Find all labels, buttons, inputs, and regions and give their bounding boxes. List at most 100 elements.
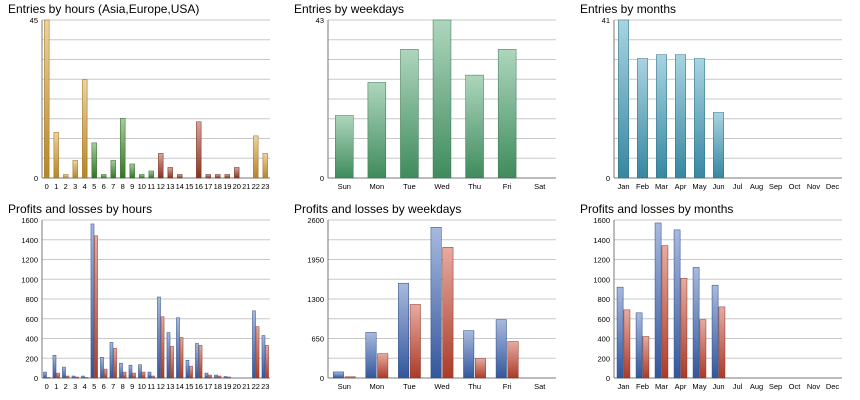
profit-bar bbox=[398, 282, 410, 379]
x-tick-label: Oct bbox=[789, 182, 802, 191]
profit-bar bbox=[711, 284, 719, 379]
loss-bar bbox=[132, 372, 136, 379]
chart-plot: 0 41 Jan Feb Mar Apr May Jun Jul Aug Sep Oct Nov Dec bbox=[602, 16, 842, 191]
x-tick-label: 16 bbox=[195, 382, 203, 391]
y-tick-label: 0 bbox=[34, 174, 38, 183]
x-tick-label: Thu bbox=[468, 182, 481, 191]
x-tick-label: 7 bbox=[111, 382, 115, 391]
entries-bar bbox=[101, 174, 107, 179]
chart-plot: 0 200 400 600 800 1000 1200 1400 1600 Jan Feb Mar Ap… bbox=[593, 216, 842, 391]
x-tick-label: 22 bbox=[252, 382, 260, 391]
y-tick-label: 0 bbox=[320, 174, 324, 183]
x-tick-label: Oct bbox=[789, 382, 802, 391]
x-tick-label: 17 bbox=[204, 182, 212, 191]
x-tick-label: 8 bbox=[121, 182, 125, 191]
y-tick-label: 1400 bbox=[21, 236, 38, 245]
x-tick-label: Wed bbox=[434, 182, 449, 191]
chart-title: Profits and losses by months bbox=[580, 202, 734, 216]
x-tick-label: 2 bbox=[64, 182, 68, 191]
loss-bar bbox=[198, 345, 203, 379]
entries-bar bbox=[432, 19, 452, 179]
x-tick-label: 17 bbox=[204, 382, 212, 391]
x-tick-label: May bbox=[692, 182, 706, 191]
chart-plot: 0 650 1300 1950 2600 Sun Mon Tue Wed Thu Fri Sat bbox=[307, 216, 556, 391]
loss-bar bbox=[255, 326, 260, 379]
x-tick-label: Nov bbox=[807, 182, 821, 191]
x-tick-label: 23 bbox=[261, 382, 269, 391]
x-tick-label: Feb bbox=[636, 182, 649, 191]
entries-bar bbox=[167, 167, 173, 179]
chart-title: Profits and losses by weekdays bbox=[294, 202, 462, 216]
x-tick-label: Sun bbox=[338, 382, 351, 391]
loss-bar bbox=[189, 365, 193, 379]
x-tick-label: Sat bbox=[534, 182, 546, 191]
x-tick-label: 9 bbox=[130, 182, 134, 191]
loss-bar bbox=[474, 358, 486, 379]
loss-bar bbox=[141, 371, 146, 379]
y-tick-label: 1600 bbox=[21, 216, 38, 225]
profit-bar bbox=[185, 359, 190, 379]
entries-bar bbox=[335, 115, 354, 179]
x-tick-label: Jan bbox=[617, 182, 629, 191]
profit-bar bbox=[109, 342, 114, 379]
x-tick-label: 9 bbox=[130, 382, 134, 391]
loss-bar bbox=[179, 337, 184, 379]
loss-bar bbox=[661, 245, 669, 379]
profit-bar bbox=[223, 376, 228, 379]
x-tick-label: 16 bbox=[195, 182, 203, 191]
entries-bar bbox=[253, 135, 259, 179]
profit-bar bbox=[332, 371, 344, 379]
y-tick-label: 1400 bbox=[593, 236, 610, 245]
loss-bar bbox=[113, 348, 117, 379]
x-tick-label: May bbox=[692, 382, 706, 391]
profit-bar bbox=[495, 319, 507, 379]
loss-bar bbox=[344, 376, 356, 379]
loss-bar bbox=[122, 371, 127, 379]
x-tick-label: Jun bbox=[712, 382, 724, 391]
x-tick-label: 21 bbox=[242, 182, 250, 191]
profit-bar bbox=[100, 357, 104, 379]
y-tick-label: 41 bbox=[602, 16, 610, 25]
chart-plot: 0 43 Sun Mon Tue Wed Thu Fri Sat bbox=[316, 16, 556, 191]
x-tick-label: Sat bbox=[534, 382, 546, 391]
profit-bar bbox=[119, 362, 123, 379]
entries-bar bbox=[224, 174, 230, 179]
x-tick-label: 15 bbox=[185, 382, 193, 391]
entries-bar bbox=[129, 163, 135, 179]
profit-bar bbox=[616, 286, 624, 379]
entries-by-months-chart: 0 41 Jan Feb Mar Apr May Jun Jul Aug Sep Oct Nov Dec … bbox=[580, 0, 850, 200]
chart-title: Profits and losses by hours bbox=[8, 202, 153, 216]
entries-bar bbox=[205, 174, 211, 179]
x-tick-label: 14 bbox=[176, 382, 184, 391]
loss-bar bbox=[680, 278, 688, 379]
x-tick-label: Dec bbox=[826, 382, 840, 391]
profit-bar bbox=[52, 355, 57, 379]
x-tick-label: 3 bbox=[73, 182, 77, 191]
entries-bar bbox=[713, 112, 724, 179]
profit-bar bbox=[252, 310, 256, 379]
y-tick-label: 2600 bbox=[307, 216, 324, 225]
y-tick-label: 600 bbox=[597, 315, 610, 324]
loss-bar bbox=[65, 375, 70, 379]
x-tick-label: Apr bbox=[675, 182, 687, 191]
x-tick-label: 6 bbox=[102, 382, 106, 391]
loss-bar bbox=[227, 376, 231, 379]
x-tick-label: 10 bbox=[138, 182, 146, 191]
x-tick-label: Mar bbox=[655, 182, 668, 191]
entries-bar bbox=[694, 58, 705, 179]
x-tick-label: 20 bbox=[233, 182, 241, 191]
x-tick-label: 7 bbox=[111, 182, 115, 191]
x-tick-label: Jun bbox=[712, 182, 724, 191]
x-tick-label: 2 bbox=[64, 382, 68, 391]
profit-bar bbox=[157, 296, 161, 379]
x-tick-label: Jul bbox=[733, 382, 743, 391]
profit-bar bbox=[654, 222, 662, 379]
x-tick-label: 1 bbox=[54, 382, 58, 391]
x-tick-label: 8 bbox=[121, 382, 125, 391]
x-tick-label: 19 bbox=[223, 382, 231, 391]
x-tick-label: 18 bbox=[214, 182, 222, 191]
entries-bar bbox=[465, 74, 484, 179]
chart-title: Entries by months bbox=[580, 2, 677, 16]
x-tick-label: Feb bbox=[636, 382, 649, 391]
